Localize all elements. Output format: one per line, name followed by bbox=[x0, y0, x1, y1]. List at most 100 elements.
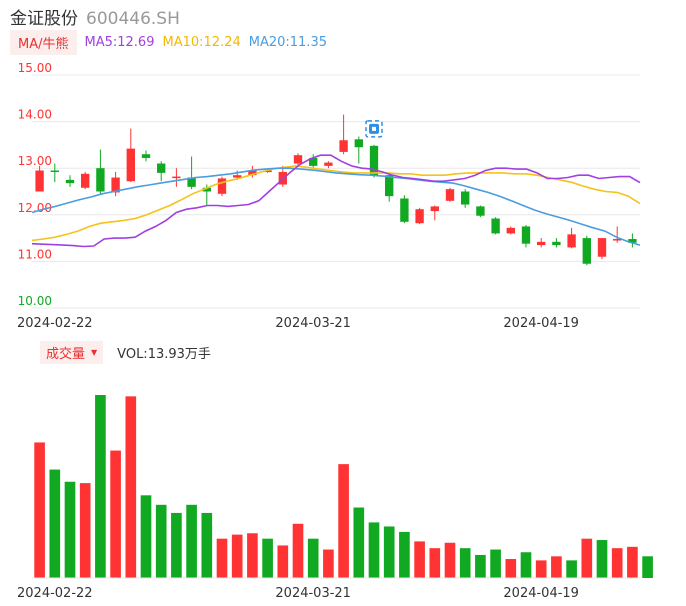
ma10-label: MA10:12.24 bbox=[162, 34, 241, 50]
candle-body bbox=[324, 162, 333, 166]
volume-bar bbox=[201, 512, 213, 578]
volume-bar bbox=[231, 534, 243, 578]
volume-x-tick-label: 2024-02-22 bbox=[17, 586, 93, 601]
x-tick-label: 2024-03-21 bbox=[275, 316, 351, 331]
candle-body bbox=[628, 239, 637, 243]
volume-bar bbox=[110, 450, 121, 578]
candle-body bbox=[248, 170, 257, 176]
volume-bar bbox=[49, 469, 61, 578]
volume-bar bbox=[475, 554, 486, 578]
volume-bar bbox=[64, 481, 76, 578]
stock-header: 金证股份 600446.SH bbox=[10, 4, 180, 29]
volume-bar bbox=[368, 522, 380, 578]
volume-bar bbox=[611, 548, 623, 578]
candle-body bbox=[567, 234, 576, 248]
y-tick-label: 13.00 bbox=[18, 154, 52, 168]
ma-legend: MA/牛熊 MA5:12.69 MA10:12.24 MA20:11.35 bbox=[10, 29, 327, 55]
candle-body bbox=[217, 178, 227, 194]
candle-body bbox=[476, 206, 485, 216]
candle-body bbox=[430, 206, 439, 212]
volume-bar bbox=[627, 546, 638, 578]
marker-dot bbox=[372, 126, 376, 131]
x-tick-label: 2024-04-19 bbox=[503, 316, 579, 331]
volume-bar bbox=[353, 507, 365, 578]
volume-bar bbox=[505, 559, 517, 578]
candle-body bbox=[187, 177, 196, 187]
y-tick-label: 11.00 bbox=[18, 247, 52, 261]
volume-legend: 成交量 ▼ VOL:13.93万手 bbox=[40, 340, 211, 364]
candle-body bbox=[582, 238, 591, 264]
candle-body bbox=[233, 175, 242, 178]
candle-body bbox=[157, 163, 166, 173]
volume-bar bbox=[292, 523, 304, 578]
volume-bar bbox=[34, 442, 45, 578]
volume-bar bbox=[155, 504, 167, 578]
volume-bar bbox=[186, 504, 197, 578]
candle-body bbox=[202, 187, 211, 192]
candle-body bbox=[506, 227, 515, 234]
volume-bar bbox=[262, 538, 273, 578]
candle-body bbox=[552, 241, 561, 246]
volume-bar bbox=[247, 533, 258, 578]
candle-body bbox=[597, 238, 607, 257]
candle-body bbox=[521, 226, 531, 244]
volume-bar bbox=[125, 396, 137, 578]
candle-body bbox=[263, 170, 272, 173]
volume-value: VOL:13.93万手 bbox=[117, 346, 211, 362]
volume-bar bbox=[566, 560, 577, 578]
ma10-line bbox=[31, 165, 641, 242]
event-marker-icon bbox=[365, 120, 383, 138]
candle-body bbox=[415, 209, 424, 224]
ma20-label: MA20:11.35 bbox=[248, 34, 327, 50]
ma-indicator-selector[interactable]: MA/牛熊 bbox=[10, 29, 77, 55]
candle-body bbox=[81, 173, 90, 188]
candle-body bbox=[111, 177, 120, 193]
candle-body bbox=[50, 170, 59, 173]
candle-body bbox=[172, 176, 181, 179]
volume-bar bbox=[581, 538, 593, 578]
volume-bar bbox=[551, 556, 562, 578]
candle-body bbox=[126, 148, 135, 182]
y-tick-label: 12.00 bbox=[18, 201, 52, 215]
volume-bar bbox=[140, 495, 152, 578]
volume-bar bbox=[95, 395, 106, 578]
candle-body bbox=[461, 191, 470, 205]
candle-body bbox=[537, 241, 546, 246]
candle-body bbox=[35, 170, 44, 192]
volume-bar bbox=[216, 538, 228, 578]
volume-tag-label: 成交量 bbox=[46, 346, 86, 362]
stock-name: 金证股份 bbox=[10, 9, 78, 29]
volume-bar bbox=[399, 531, 410, 578]
volume-bar bbox=[596, 540, 608, 578]
volume-bar bbox=[277, 545, 289, 578]
candle-body bbox=[613, 239, 622, 241]
volume-indicator-selector[interactable]: 成交量 ▼ bbox=[40, 340, 104, 364]
marker-frame bbox=[365, 120, 383, 138]
candle-body bbox=[96, 168, 105, 192]
volume-bar bbox=[459, 548, 471, 578]
candle-body bbox=[65, 179, 75, 184]
volume-bar bbox=[307, 538, 319, 578]
y-tick-label: 10.00 bbox=[18, 294, 52, 308]
ma20-line bbox=[31, 167, 641, 246]
volume-bar bbox=[520, 552, 532, 578]
candle-body bbox=[400, 198, 409, 222]
volume-x-tick-label: 2024-04-19 bbox=[503, 586, 579, 601]
volume-bar bbox=[383, 526, 395, 578]
volume-bar bbox=[338, 464, 349, 578]
ma5-label: MA5:12.69 bbox=[84, 34, 155, 50]
volume-bar bbox=[490, 549, 501, 578]
candle-body bbox=[369, 145, 379, 176]
y-tick-label: 14.00 bbox=[18, 108, 52, 122]
candle-body bbox=[293, 155, 303, 164]
volume-x-tick-label: 2024-03-21 bbox=[275, 586, 351, 601]
candle-body bbox=[385, 175, 394, 197]
volume-bar bbox=[323, 549, 334, 578]
candle-body bbox=[445, 189, 455, 201]
volume-bar bbox=[444, 542, 456, 578]
candle-body bbox=[339, 140, 348, 152]
x-tick-label: 2024-02-22 bbox=[17, 316, 93, 331]
volume-bar bbox=[414, 541, 425, 578]
y-tick-label: 15.00 bbox=[18, 61, 52, 75]
